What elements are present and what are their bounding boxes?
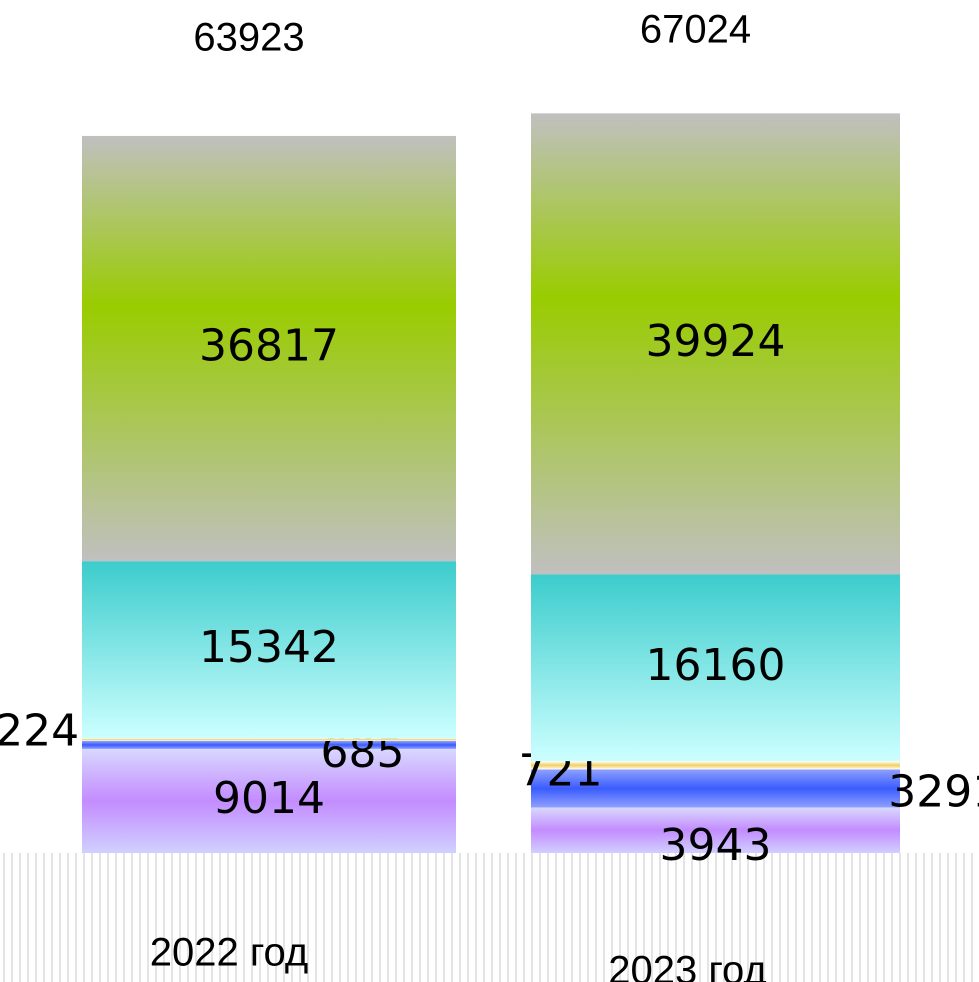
data-label: 9014 [213, 773, 325, 824]
bar-segment [531, 807, 900, 853]
bar-segment [82, 738, 456, 741]
x-tick-label: 2023 год [608, 949, 767, 982]
data-label: 224 [0, 706, 79, 757]
bar-segment [531, 761, 900, 770]
bar-segment [82, 740, 456, 749]
data-label: 16160 [646, 640, 786, 691]
bar-segment [531, 769, 900, 808]
data-label: 36817 [199, 321, 339, 372]
bar-segment [82, 561, 456, 739]
bar-segment [82, 135, 456, 562]
data-label: 39924 [646, 316, 786, 367]
total-label: 67024 [640, 8, 751, 52]
data-label: 3943 [660, 820, 772, 871]
data-label: 3291 [888, 766, 979, 817]
data-label: 15342 [199, 622, 339, 673]
bar-segment [531, 113, 900, 575]
bar-segment [531, 574, 900, 762]
bar-segment [82, 748, 456, 853]
floor-pattern [0, 853, 979, 982]
total-label: 63923 [193, 16, 304, 60]
x-tick-label: 2022 год [150, 931, 309, 975]
